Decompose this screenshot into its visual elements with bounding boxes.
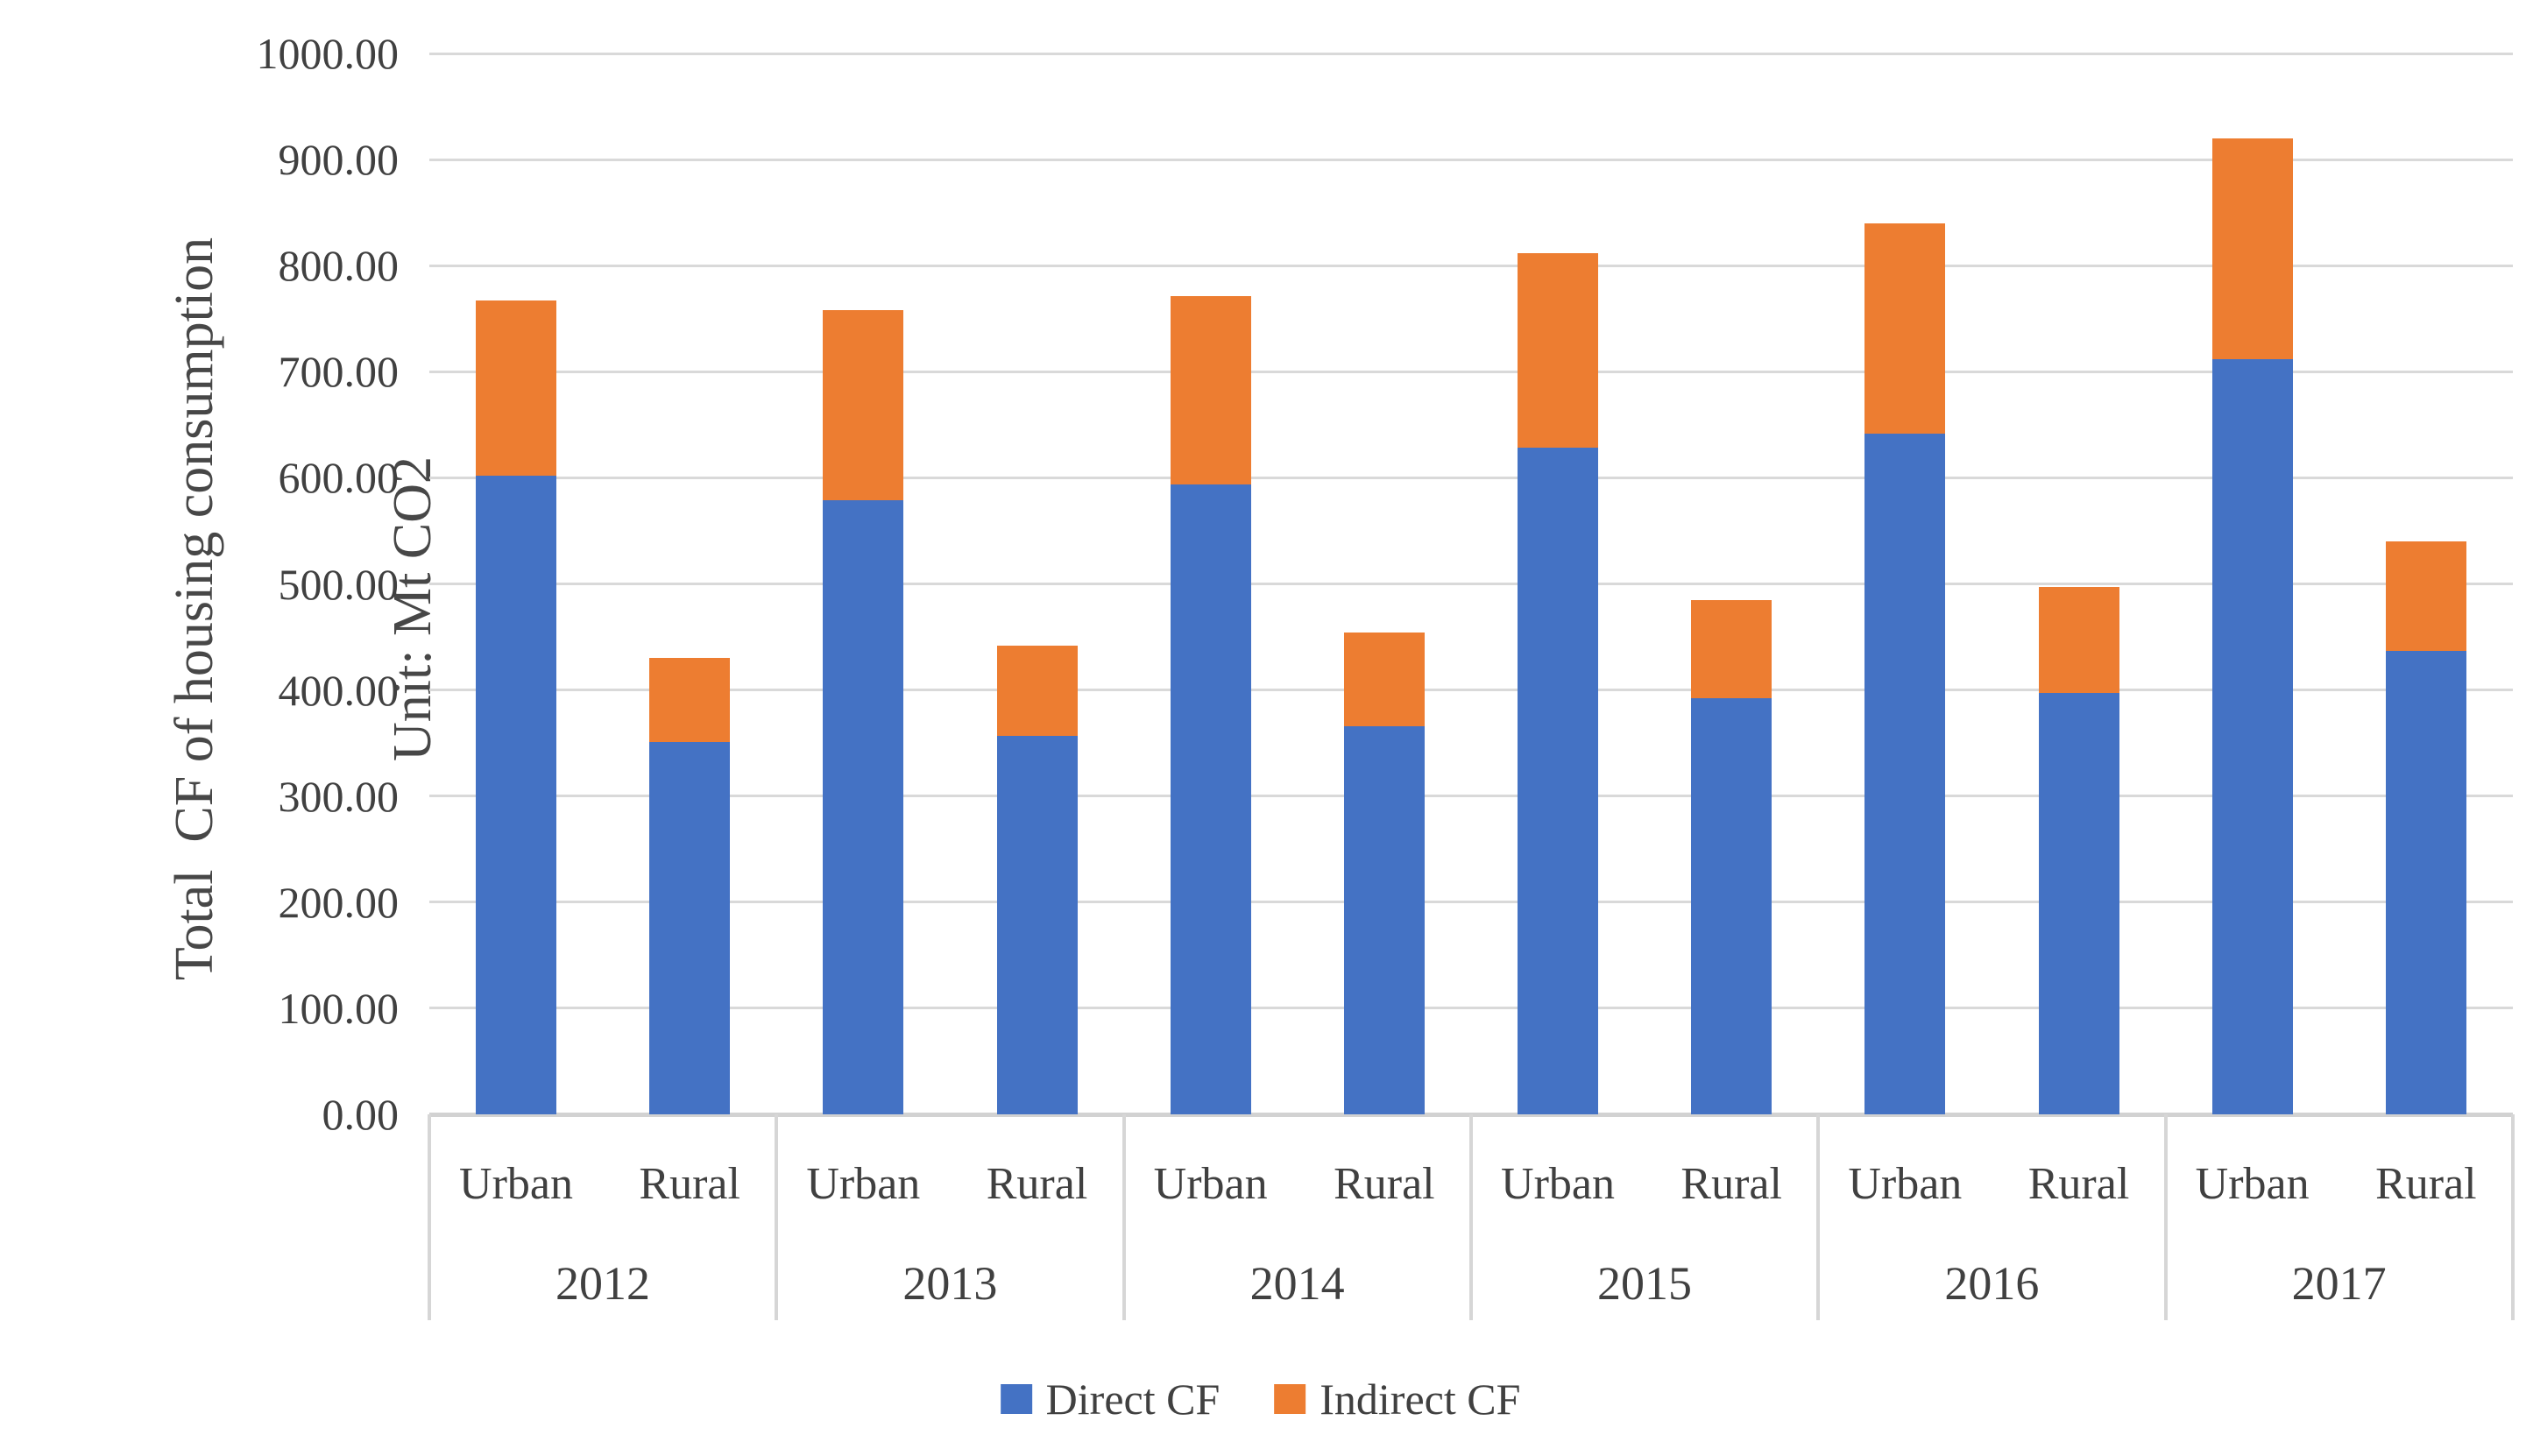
y-tick-label: 300.00 — [278, 771, 400, 821]
year-label: 2014 — [1249, 1257, 1345, 1310]
bar-segment-indirect-cf — [1864, 223, 1946, 434]
y-tick-label: 900.00 — [278, 135, 400, 185]
category-label: Rural — [2027, 1159, 2130, 1209]
y-tick-label: 200.00 — [278, 877, 400, 927]
group-separator — [1816, 1114, 1821, 1320]
bar-segment-indirect-cf — [1518, 252, 1599, 449]
bar-segment-direct-cf — [476, 475, 557, 1114]
bar-segment-direct-cf — [2038, 693, 2119, 1114]
group-separator — [775, 1114, 779, 1320]
bar-segment-indirect-cf — [1691, 599, 1772, 699]
legend-item: Direct CF — [1000, 1368, 1221, 1430]
legend-label: Direct CF — [1045, 1375, 1221, 1424]
y-tick-label: 700.00 — [278, 347, 400, 397]
bar-segment-indirect-cf — [649, 658, 731, 742]
bar-segment-direct-cf — [1518, 448, 1599, 1114]
bar-segment-direct-cf — [823, 499, 904, 1114]
bar-segment-direct-cf — [2211, 358, 2293, 1114]
bar-segment-direct-cf — [996, 735, 1078, 1114]
bar-segment-direct-cf — [1170, 484, 1251, 1114]
year-label: 2013 — [902, 1257, 998, 1310]
category-label: Urban — [1848, 1159, 1963, 1209]
y-tick-label: 100.00 — [278, 983, 400, 1033]
category-label: Urban — [1501, 1159, 1615, 1209]
bar-segment-direct-cf — [1343, 725, 1425, 1114]
bar-segment-indirect-cf — [2038, 587, 2119, 694]
legend-label: Indirect CF — [1320, 1375, 1521, 1424]
y-tick-label: 400.00 — [278, 665, 400, 715]
category-label: Rural — [1334, 1159, 1435, 1209]
year-label: 2015 — [1597, 1257, 1692, 1310]
category-label: Rural — [2375, 1159, 2477, 1209]
legend-item: Indirect CF — [1274, 1368, 1520, 1430]
gridline — [429, 264, 2513, 267]
gridline — [429, 52, 2513, 55]
legend-swatch-indirect-cf — [1274, 1384, 1306, 1414]
bar-segment-indirect-cf — [2385, 541, 2466, 651]
group-separator — [2511, 1114, 2515, 1320]
bar-segment-direct-cf — [1864, 433, 1946, 1114]
gridline — [429, 689, 2513, 692]
gridline — [429, 158, 2513, 161]
gridline — [429, 583, 2513, 585]
year-label: 2012 — [555, 1257, 650, 1310]
y-tick-label: 0.00 — [322, 1090, 400, 1139]
group-separator — [1121, 1114, 1126, 1320]
gridline — [429, 476, 2513, 479]
year-label: 2017 — [2291, 1257, 2387, 1310]
category-label: Rural — [1680, 1159, 1782, 1209]
bar-segment-indirect-cf — [2211, 138, 2293, 359]
legend: Direct CF Indirect CF — [1000, 1368, 1520, 1430]
category-label: Urban — [1153, 1159, 1268, 1209]
bar-segment-direct-cf — [649, 741, 731, 1114]
y-tick-label: 1000.00 — [256, 29, 400, 78]
category-label: Urban — [2195, 1159, 2310, 1209]
group-separator — [1469, 1114, 1473, 1320]
bar-segment-indirect-cf — [996, 645, 1078, 736]
category-label: Urban — [806, 1159, 921, 1209]
group-separator — [428, 1114, 431, 1320]
gridline — [429, 795, 2513, 798]
category-label: Rural — [986, 1159, 1088, 1209]
bar-segment-indirect-cf — [823, 310, 904, 500]
group-separator — [2163, 1114, 2168, 1320]
bar-segment-indirect-cf — [476, 300, 557, 476]
y-tick-label: 800.00 — [278, 241, 400, 291]
gridline — [429, 370, 2513, 373]
y-tick-label: 600.00 — [278, 453, 400, 503]
legend-swatch-direct-cf — [1000, 1384, 1032, 1414]
bar-segment-indirect-cf — [1343, 633, 1425, 726]
gridline — [429, 901, 2513, 904]
category-label: Rural — [639, 1159, 740, 1209]
y-tick-label: 500.00 — [278, 559, 400, 609]
category-label: Urban — [459, 1159, 573, 1209]
gridline — [429, 1007, 2513, 1010]
year-label: 2016 — [1944, 1257, 2040, 1310]
bar-segment-direct-cf — [2385, 650, 2466, 1114]
bar-segment-direct-cf — [1691, 698, 1772, 1114]
bar-segment-indirect-cf — [1170, 296, 1251, 484]
